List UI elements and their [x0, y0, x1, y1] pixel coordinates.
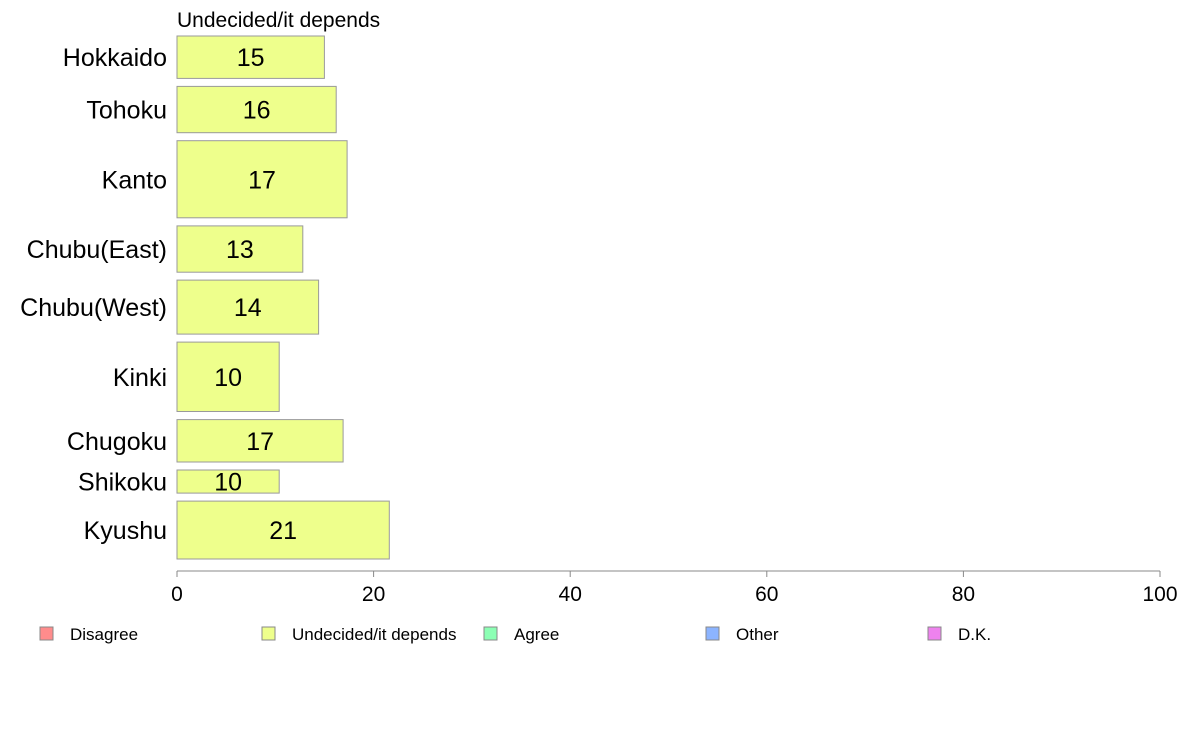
category-label: Hokkaido — [63, 44, 167, 72]
legend-swatch — [483, 626, 498, 641]
category-label: Chubu(East) — [27, 236, 167, 264]
legend-swatch — [39, 626, 54, 641]
x-tick-label: 0 — [171, 583, 183, 606]
value-label: 13 — [226, 236, 254, 264]
value-label: 14 — [234, 294, 262, 322]
legend-swatch — [705, 626, 720, 641]
bar-kanto — [176, 140, 348, 219]
value-label: 17 — [246, 428, 274, 456]
category-label: Kanto — [102, 166, 167, 194]
bar-chubu-west — [176, 279, 320, 335]
category-label: Kinki — [113, 364, 167, 392]
category-label: Tohoku — [86, 97, 167, 125]
value-label: 17 — [248, 166, 276, 194]
x-tick-label: 60 — [755, 583, 778, 606]
legend-swatch — [261, 626, 276, 641]
bar-shikoku — [176, 469, 280, 494]
legend-swatch — [927, 626, 942, 641]
value-label: 10 — [214, 469, 242, 497]
legend-label: Disagree — [70, 625, 138, 644]
category-label: Shikoku — [78, 469, 167, 497]
category-label: Kyushu — [84, 517, 167, 545]
category-label: Chubu(West) — [20, 294, 167, 322]
x-axis: 0 20 40 60 80 100 — [171, 570, 1178, 606]
legend: Disagree Undecided/it depends Agree Other D.… — [39, 625, 991, 644]
value-label: 15 — [237, 44, 265, 72]
x-tick-label: 20 — [362, 583, 385, 606]
bar-chubu-east — [176, 225, 304, 273]
bar-tohoku — [176, 85, 337, 134]
x-tick-label: 80 — [952, 583, 975, 606]
x-tick-label: 100 — [1142, 583, 1177, 606]
bars-group: Hokkaido 15 Tohoku 16 Kanto 17 Chubu(East) 13 Ch… — [20, 35, 390, 560]
category-label: Chugoku — [67, 428, 167, 456]
bar-chugoku — [176, 419, 344, 463]
bar-hokkaido — [176, 35, 325, 79]
value-label: 16 — [243, 97, 271, 125]
legend-label: Agree — [514, 625, 559, 644]
bar-kyushu — [176, 500, 390, 560]
value-label: 10 — [214, 364, 242, 392]
panel-title: Undecided/it depends — [177, 9, 380, 32]
bar-kinki — [176, 341, 280, 413]
legend-label: Undecided/it depends — [292, 625, 456, 644]
x-tick-label: 40 — [559, 583, 582, 606]
legend-label: Other — [736, 625, 779, 644]
legend-label: D.K. — [958, 625, 991, 644]
value-label: 21 — [269, 517, 297, 545]
